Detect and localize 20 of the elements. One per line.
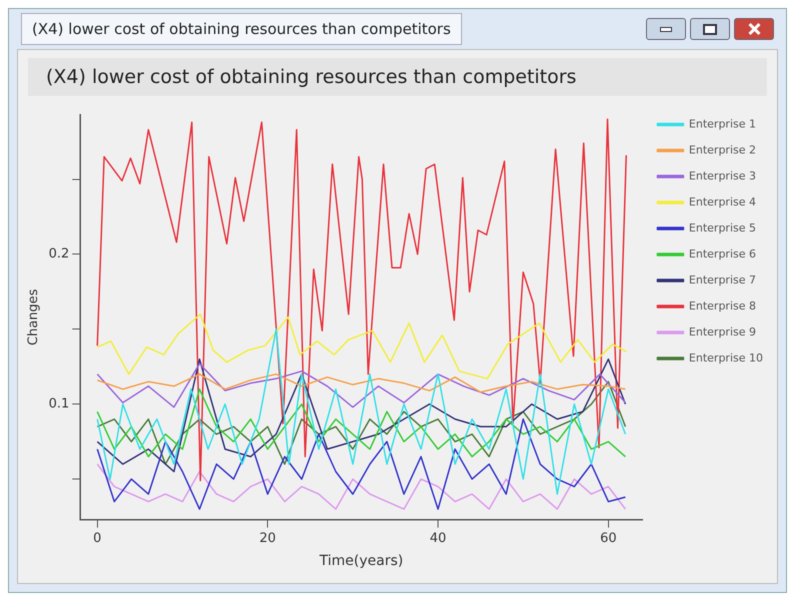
legend-label: Enterprise 6 — [688, 247, 756, 260]
x-tick-label: 40 — [430, 530, 446, 546]
x-tick-label: 0 — [93, 530, 102, 546]
legend-label: Enterprise 9 — [688, 325, 756, 338]
x-axis-title: Time(years) — [318, 553, 404, 570]
legend-label: Enterprise 8 — [688, 299, 756, 312]
x-tick-label: 60 — [600, 530, 617, 546]
chart-subtitle: (X4) lower cost of obtaining resources than competitors — [28, 58, 767, 96]
y-axis-title: Changes — [26, 288, 42, 346]
y-tick-label: 0.2 — [48, 246, 70, 262]
chart-title: (X4) lower cost of obtaining resources than competitors — [21, 13, 462, 45]
x-tick-label: 20 — [259, 530, 276, 546]
legend-label: Enterprise 7 — [688, 273, 756, 286]
legend-label: Enterprise 3 — [688, 169, 756, 182]
legend-label: Enterprise 5 — [688, 221, 756, 234]
legend-label: Enterprise 10 — [688, 351, 763, 364]
legend-label: Enterprise 2 — [688, 143, 756, 156]
y-tick-label: 0.1 — [48, 396, 70, 412]
legend-label: Enterprise 1 — [688, 117, 756, 130]
legend-label: Enterprise 4 — [688, 195, 756, 208]
